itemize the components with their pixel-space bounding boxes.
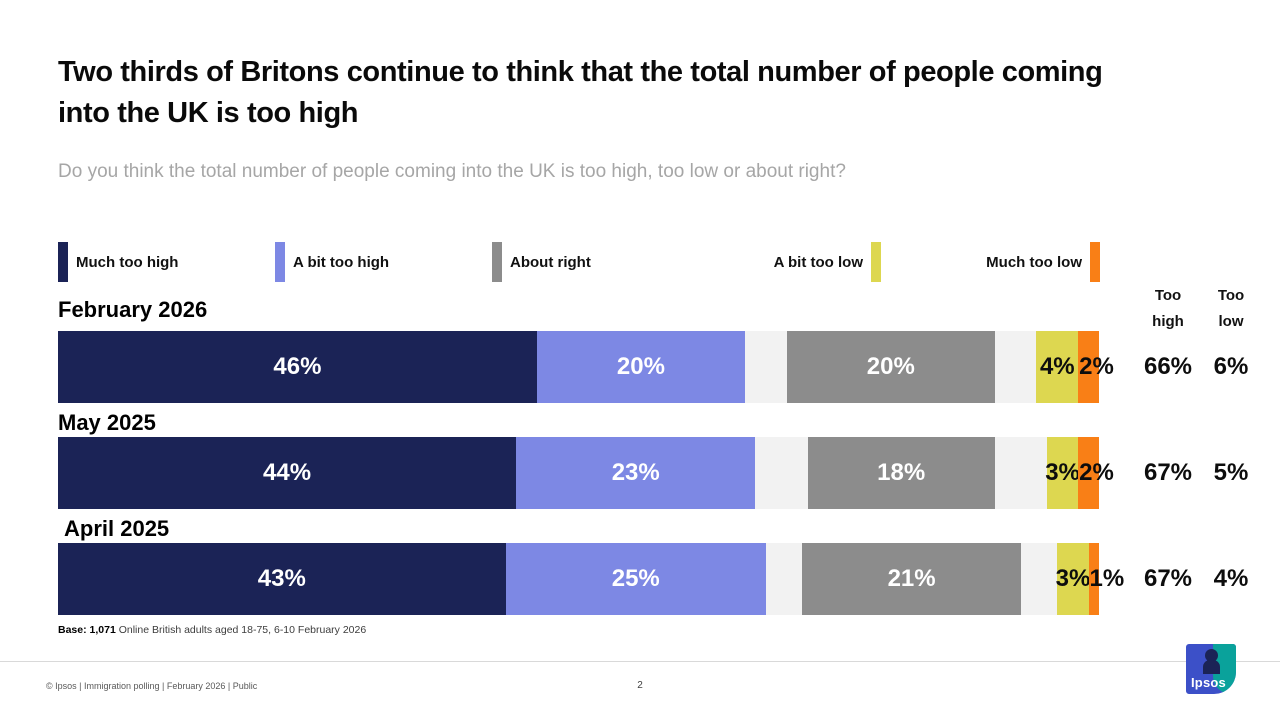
- segment-much-too-high: 46%: [58, 331, 537, 403]
- ipsos-logo-face-silhouette-icon: [1205, 649, 1218, 662]
- bar-may-2025: 44% 23% 18% 3% 2%: [58, 437, 1114, 509]
- segment-value-label: 21%: [887, 565, 936, 592]
- segment-unlabeled: [745, 331, 787, 403]
- segment-value-label: 46%: [273, 353, 322, 380]
- summary-value-too-high: 67%: [1143, 459, 1193, 486]
- legend-label: A bit too high: [293, 253, 390, 271]
- segment-value-label: 3%: [1045, 459, 1080, 486]
- survey-question: Do you think the total number of people …: [58, 161, 846, 182]
- ipsos-logo-bust-silhouette-icon: [1203, 660, 1220, 674]
- summary-value-too-low: 5%: [1213, 459, 1249, 486]
- base-note-rest: Online British adults aged 18-75, 6-10 F…: [115, 624, 367, 636]
- segment-unlabeled: [765, 543, 803, 615]
- segment-unlabeled: [755, 437, 808, 509]
- segment-unlabeled: [994, 331, 1037, 403]
- segment-value-label: 4%: [1039, 353, 1075, 380]
- legend: Much too high A bit too high About right A …: [0, 242, 1280, 282]
- row-label-april-2025: April 2025: [64, 516, 170, 541]
- legend-item-much-too-high: Much too high: [58, 242, 178, 282]
- legend-swatch-icon: [275, 242, 285, 282]
- bar-april-2025: 43% 25% 21% 3% 1%: [58, 543, 1124, 615]
- segment-value-label: 1%: [1089, 565, 1125, 592]
- segment-a-bit-too-low: 4%: [1036, 331, 1079, 403]
- ipsos-logo-wordmark: Ipsos: [1191, 675, 1226, 690]
- segment-much-too-low: 1%: [1088, 543, 1124, 615]
- legend-swatch-icon: [871, 242, 881, 282]
- summary-value-too-high: 67%: [1143, 565, 1193, 592]
- summary-header-too-high: Too high: [1152, 287, 1184, 330]
- summary-value-too-low: 4%: [1213, 565, 1249, 592]
- segment-value-label: 3%: [1055, 565, 1091, 592]
- segment-unlabeled: [1020, 543, 1058, 615]
- segment-much-too-high: 43%: [58, 543, 506, 615]
- segment-value-label: 43%: [257, 565, 306, 592]
- page-title: Two thirds of Britons continue to think …: [58, 56, 1103, 129]
- segment-a-bit-too-high: 23%: [516, 437, 756, 509]
- segment-a-bit-too-high: 25%: [505, 543, 766, 615]
- segment-much-too-high: 44%: [58, 437, 517, 509]
- segment-much-too-low: 2%: [1078, 437, 1114, 509]
- segment-unlabeled: [994, 437, 1047, 509]
- legend-label: Much too high: [76, 253, 179, 271]
- legend-item-a-bit-too-low: A bit too low: [774, 242, 881, 282]
- footer-divider: [0, 661, 1280, 662]
- bar-february-2026: 46% 20% 20% 4% 2%: [58, 331, 1114, 403]
- segment-value-label: 20%: [616, 353, 665, 380]
- summary-header-too-low: Too low: [1217, 287, 1245, 330]
- ipsos-logo: Ipsos: [1186, 644, 1236, 694]
- legend-swatch-icon: [58, 242, 68, 282]
- legend-item-about-right: About right: [492, 242, 591, 282]
- page-number: 2: [637, 680, 643, 691]
- segment-about-right: 18%: [807, 437, 995, 509]
- legend-swatch-icon: [492, 242, 502, 282]
- ipsos-logo-teal-shape: [1213, 644, 1236, 694]
- row-label-may-2025: May 2025: [58, 410, 156, 435]
- legend-label: Much too low: [986, 253, 1082, 271]
- segment-a-bit-too-low: 3%: [1045, 437, 1080, 509]
- segment-value-label: 44%: [262, 459, 312, 486]
- base-note: Base: 1,071 Online British adults aged 1…: [58, 624, 366, 636]
- segment-value-label: 2%: [1079, 353, 1114, 380]
- segment-a-bit-too-high: 20%: [536, 331, 746, 403]
- segment-much-too-low: 2%: [1078, 331, 1114, 403]
- segment-value-label: 23%: [611, 459, 660, 486]
- legend-item-a-bit-too-high: A bit too high: [275, 242, 389, 282]
- segment-value-label: 25%: [611, 565, 660, 592]
- segment-about-right: 20%: [786, 331, 995, 403]
- legend-label: About right: [510, 253, 591, 271]
- segment-value-label: 2%: [1079, 459, 1114, 486]
- summary-value-too-high: 66%: [1143, 353, 1193, 380]
- row-label-february-2026: February 2026: [58, 297, 208, 322]
- summary-value-too-low: 6%: [1213, 353, 1249, 380]
- segment-about-right: 21%: [802, 543, 1021, 615]
- segment-value-label: 20%: [866, 353, 915, 380]
- legend-swatch-icon: [1090, 242, 1100, 282]
- segment-value-label: 18%: [877, 459, 926, 486]
- base-note-bold: Base: 1,071: [58, 624, 116, 636]
- segment-a-bit-too-low: 3%: [1055, 543, 1091, 615]
- legend-label: A bit too low: [773, 253, 863, 271]
- legend-item-much-too-low: Much too low: [986, 242, 1100, 282]
- footer-copyright: © Ipsos | Immigration polling | February…: [46, 681, 258, 691]
